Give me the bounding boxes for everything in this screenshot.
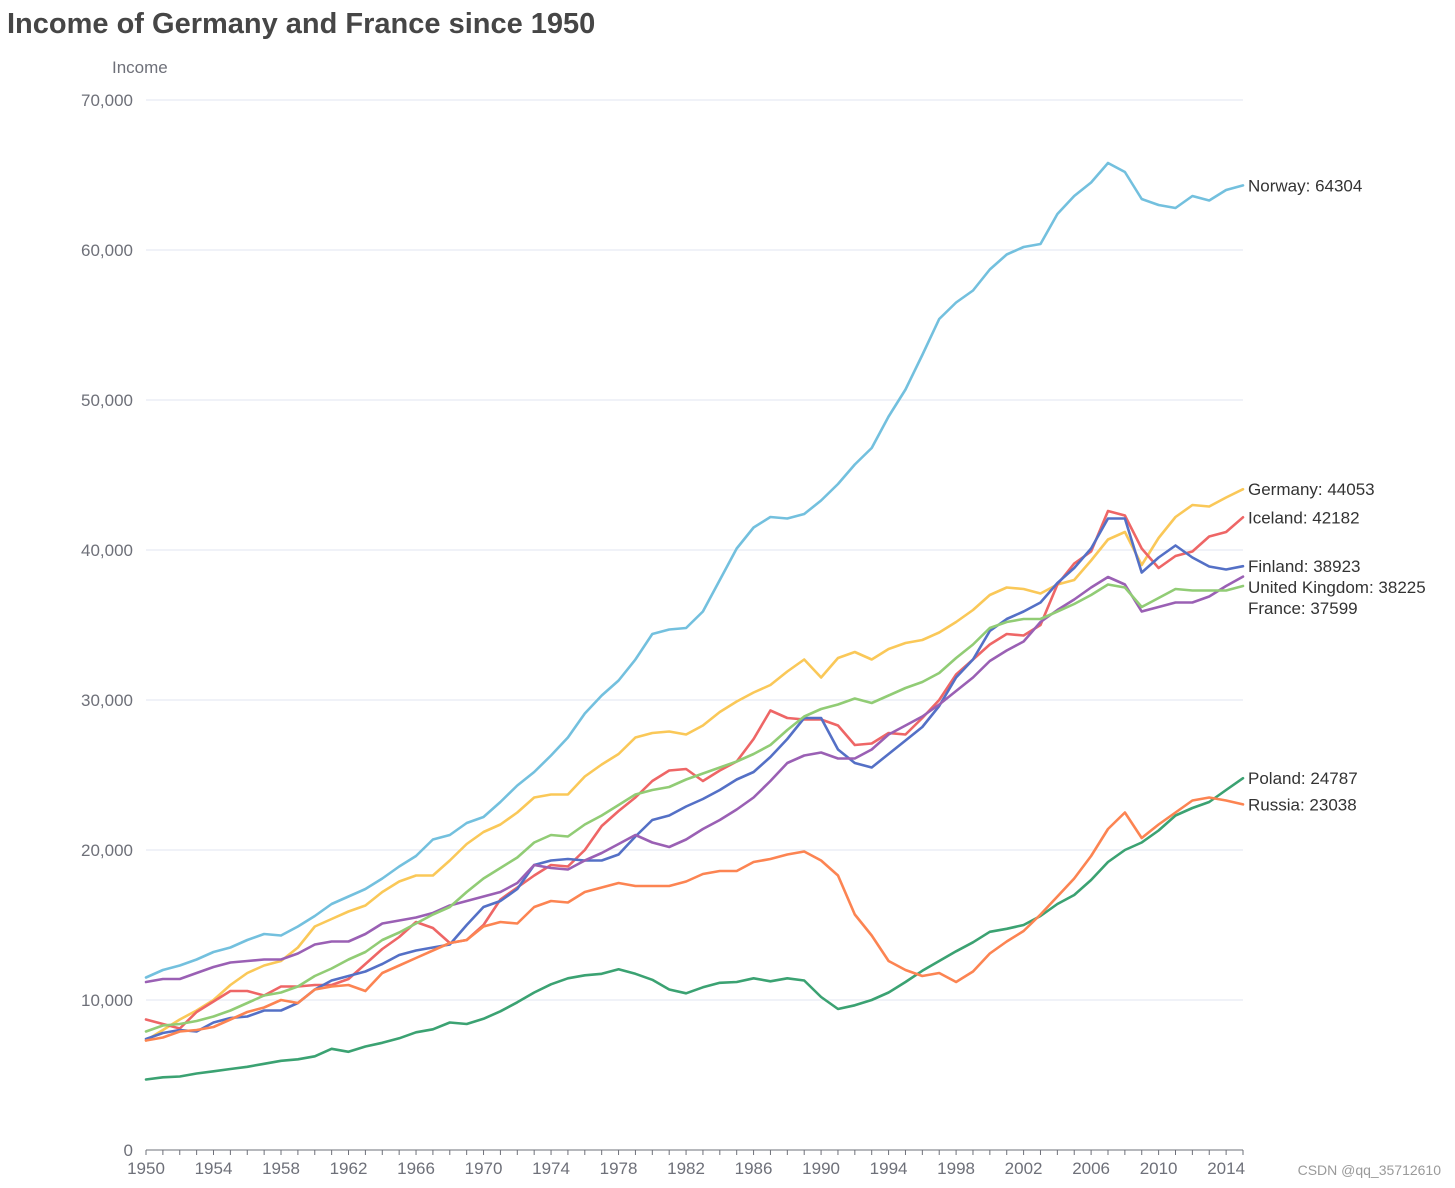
end-label-united-kingdom: United Kingdom: 38225 [1248, 578, 1426, 597]
series-lines [144, 161, 1245, 1081]
series-line-united-kingdom[interactable] [144, 575, 1245, 984]
x-tick-label: 2002 [1005, 1159, 1043, 1178]
axes: 0 10,000 20,000 30,000 40,000 50,000 60,000 70,… [81, 91, 1245, 1178]
x-tick-label: 2010 [1140, 1159, 1178, 1178]
end-label-france: France: 37599 [1248, 599, 1358, 618]
series-line-russia[interactable] [144, 796, 1245, 1042]
x-tick-label: 1994 [870, 1159, 908, 1178]
end-label-germany: Germany: 44053 [1248, 480, 1375, 499]
x-tick-label: 1982 [667, 1159, 705, 1178]
y-tick-label: 30,000 [81, 691, 133, 710]
series-line-iceland[interactable] [144, 509, 1245, 1030]
x-tick-label: 1986 [735, 1159, 773, 1178]
chart-title: Income of Germany and France since 1950 [7, 8, 596, 40]
x-tick-label: 1966 [397, 1159, 435, 1178]
x-tick-label: 1970 [465, 1159, 503, 1178]
y-tick-label: 70,000 [81, 91, 133, 110]
x-tick-label: 1962 [330, 1159, 368, 1178]
series-line-france[interactable] [144, 583, 1245, 1033]
x-tick-label: 1958 [262, 1159, 300, 1178]
end-labels: Norway: 64304 Germany: 44053 Iceland: 4218… [1248, 176, 1426, 814]
watermark-text: CSDN @qq_35712610 [1297, 1162, 1441, 1178]
y-tick-label: 20,000 [81, 841, 133, 860]
x-tick-label: 2014 [1207, 1159, 1245, 1178]
y-axis-title: Income [112, 58, 168, 77]
series-line-finland[interactable] [144, 517, 1245, 1041]
series-line-poland[interactable] [144, 776, 1245, 1081]
x-tick-label: 1950 [127, 1159, 165, 1178]
y-tick-label: 0 [124, 1141, 133, 1160]
x-tick-label: 1954 [195, 1159, 233, 1178]
end-label-norway: Norway: 64304 [1248, 176, 1362, 195]
x-tick-label: 1990 [802, 1159, 840, 1178]
x-tick-label: 1998 [937, 1159, 975, 1178]
y-tick-label: 40,000 [81, 541, 133, 560]
end-label-poland: Poland: 24787 [1248, 769, 1358, 788]
x-tick-label: 1978 [600, 1159, 638, 1178]
series-line-germany[interactable] [144, 487, 1245, 1042]
y-tick-label: 50,000 [81, 391, 133, 410]
end-label-iceland: Iceland: 42182 [1248, 508, 1360, 527]
y-tick-label: 60,000 [81, 241, 133, 260]
end-label-finland: Finland: 38923 [1248, 557, 1360, 576]
y-tick-label: 10,000 [81, 991, 133, 1010]
grid-lines [146, 99, 1243, 1001]
series-line-norway[interactable] [144, 161, 1245, 979]
x-tick-label: 2006 [1072, 1159, 1110, 1178]
end-label-russia: Russia: 23038 [1248, 795, 1357, 814]
x-tick-label: 1974 [532, 1159, 570, 1178]
